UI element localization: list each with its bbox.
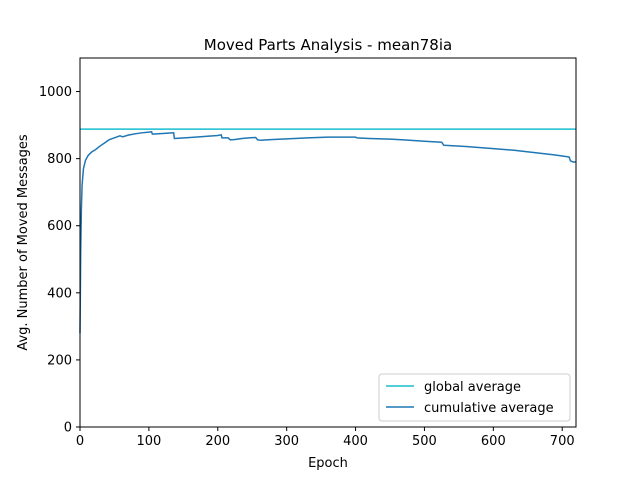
x-tick-label: 100: [136, 434, 161, 449]
x-tick-label: 700: [550, 434, 575, 449]
y-tick-label: 1000: [39, 85, 72, 100]
x-tick-label: 300: [274, 434, 299, 449]
x-tick-label: 200: [205, 434, 230, 449]
x-tick-label: 500: [412, 434, 437, 449]
y-tick-label: 800: [47, 152, 72, 167]
y-tick-label: 200: [47, 353, 72, 368]
legend: global average cumulative average: [378, 373, 571, 422]
y-tick-label: 600: [47, 219, 72, 234]
axis-ticks: 0 100 200 300 400 500 600 700 0 200 400 600 800 1000: [39, 85, 575, 449]
axes-frame: [79, 57, 577, 428]
x-tick-label: 400: [343, 434, 368, 449]
x-tick-label: 0: [76, 434, 84, 449]
y-axis-label: Avg. Number of Moved Messages: [16, 134, 31, 351]
legend-label-cumulative-average: cumulative average: [424, 401, 554, 416]
legend-box: [378, 373, 571, 422]
x-axis-label: Epoch: [308, 456, 348, 471]
chart-title: Moved Parts Analysis - mean78ia: [204, 36, 452, 54]
series-line-cumulative-average: [79, 131, 576, 334]
x-tick-label: 600: [481, 434, 506, 449]
plot-area: [79, 128, 576, 334]
legend-label-global-average: global average: [424, 380, 521, 395]
y-tick-label: 0: [64, 421, 72, 436]
y-tick-label: 400: [47, 286, 72, 301]
